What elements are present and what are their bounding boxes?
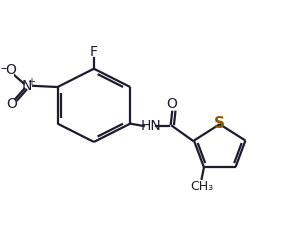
Text: –: – [0,62,6,75]
Text: N: N [21,79,32,93]
Text: S: S [214,115,225,130]
Text: HN: HN [140,119,161,133]
Text: CH₃: CH₃ [190,180,213,193]
Text: O: O [6,97,17,111]
Text: F: F [90,45,98,59]
Text: O: O [5,64,16,77]
Text: O: O [167,97,178,111]
Text: +: + [27,77,35,87]
